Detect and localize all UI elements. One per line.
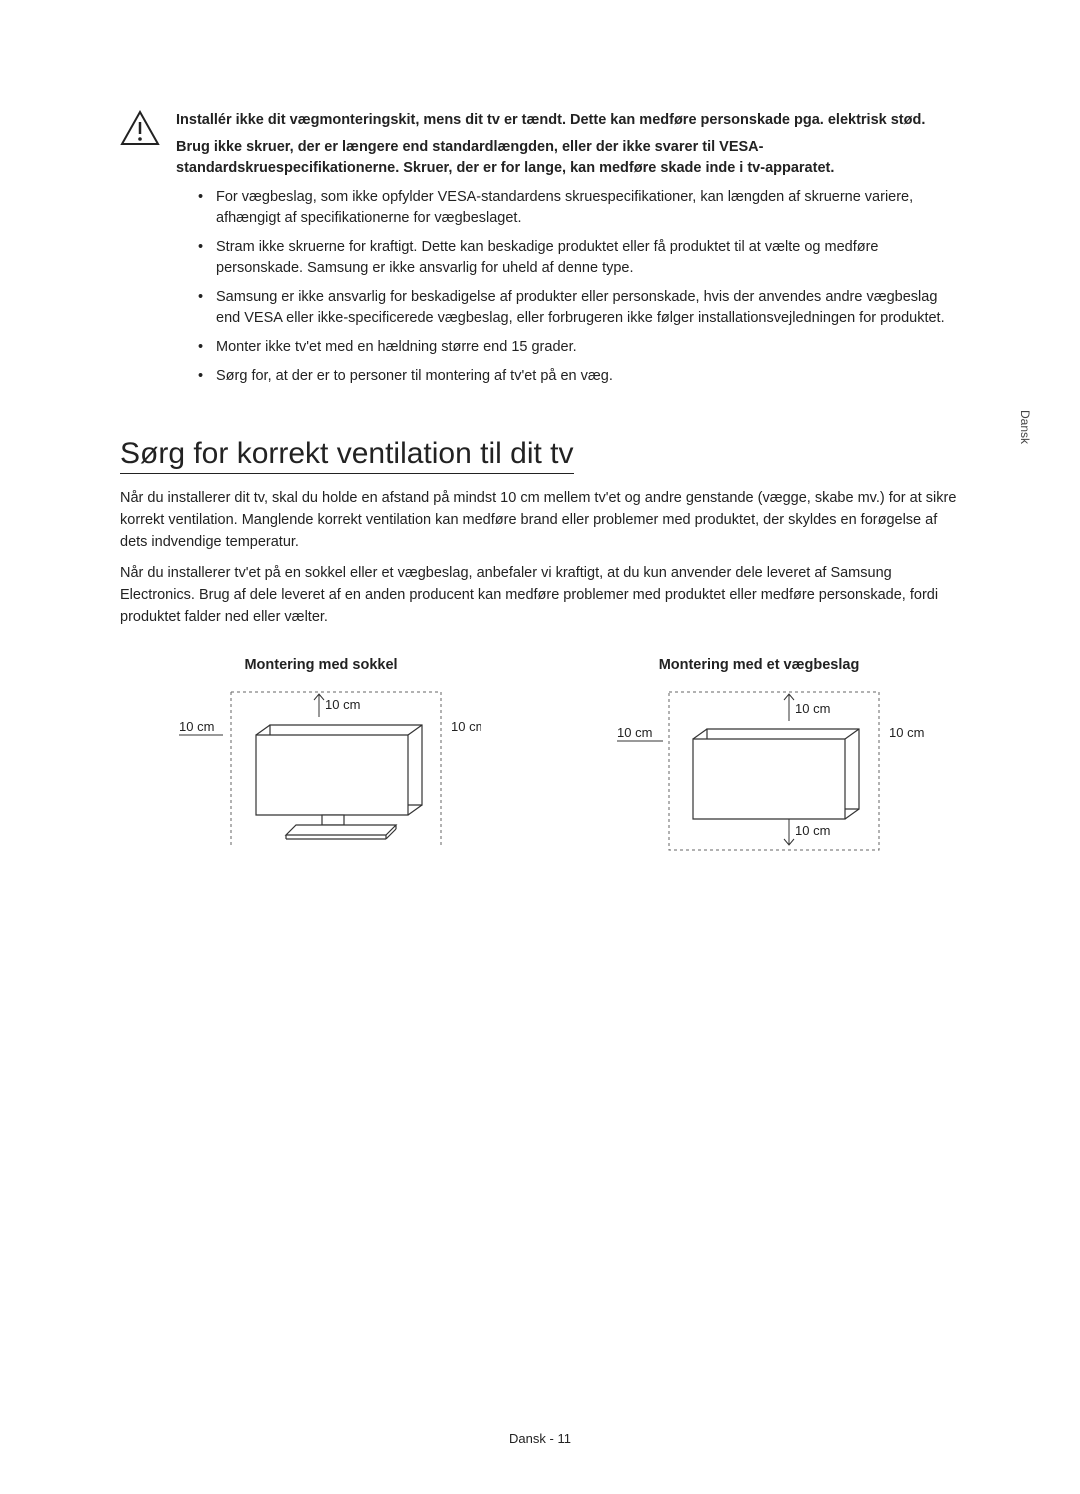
list-item: For vægbeslag, som ikke opfylder VESA-st… [198, 187, 960, 229]
warning-line-1: Installér ikke dit vægmonteringskit, men… [176, 110, 960, 131]
list-item: Sørg for, at der er to personer til mont… [198, 366, 960, 387]
section-title: Sørg for korrekt ventilation til dit tv [120, 437, 574, 474]
dim-left-1: 10 cm [179, 719, 214, 734]
dim-top-2: 10 cm [795, 701, 830, 716]
language-side-tab: Dansk [1018, 410, 1032, 444]
dim-bottom-2: 10 cm [795, 823, 830, 838]
warning-icon [120, 110, 160, 146]
page-content: Installér ikke dit vægmonteringskit, men… [120, 110, 960, 877]
warning-block: Installér ikke dit vægmonteringskit, men… [120, 110, 960, 395]
paragraph-2: Når du installerer tv'et på en sokkel el… [120, 563, 960, 628]
diagram-vaegbeslag-title: Montering med et vægbeslag [558, 657, 960, 673]
page-footer: Dansk - 11 [0, 1431, 1080, 1446]
diagram-vaegbeslag: Montering med et vægbeslag 10 cm 10 cm 1… [558, 657, 960, 877]
list-item: Samsung er ikke ansvarlig for beskadigel… [198, 287, 960, 329]
warning-icon-wrap [120, 110, 160, 395]
dim-right-2: 10 cm [889, 725, 924, 740]
diagrams-row: Montering med sokkel 10 cm 10 cm 10 cm [120, 657, 960, 877]
dim-top-1: 10 cm [325, 697, 360, 712]
dim-right-1: 10 cm [451, 719, 481, 734]
warning-bullets: For vægbeslag, som ikke opfylder VESA-st… [176, 187, 960, 387]
warning-text: Installér ikke dit vægmonteringskit, men… [176, 110, 960, 395]
diagram-sokkel: Montering med sokkel 10 cm 10 cm 10 cm [120, 657, 522, 877]
dim-left-2: 10 cm [617, 725, 652, 740]
diagram-sokkel-title: Montering med sokkel [120, 657, 522, 673]
diagram-vaegbeslag-svg: 10 cm 10 cm 10 cm 10 cm [589, 687, 929, 877]
warning-line-2: Brug ikke skruer, der er længere end sta… [176, 137, 960, 179]
list-item: Stram ikke skruerne for kraftigt. Dette … [198, 237, 960, 279]
paragraph-1: Når du installerer dit tv, skal du holde… [120, 488, 960, 553]
diagram-sokkel-svg: 10 cm 10 cm 10 cm [161, 687, 481, 867]
list-item: Monter ikke tv'et med en hældning større… [198, 337, 960, 358]
